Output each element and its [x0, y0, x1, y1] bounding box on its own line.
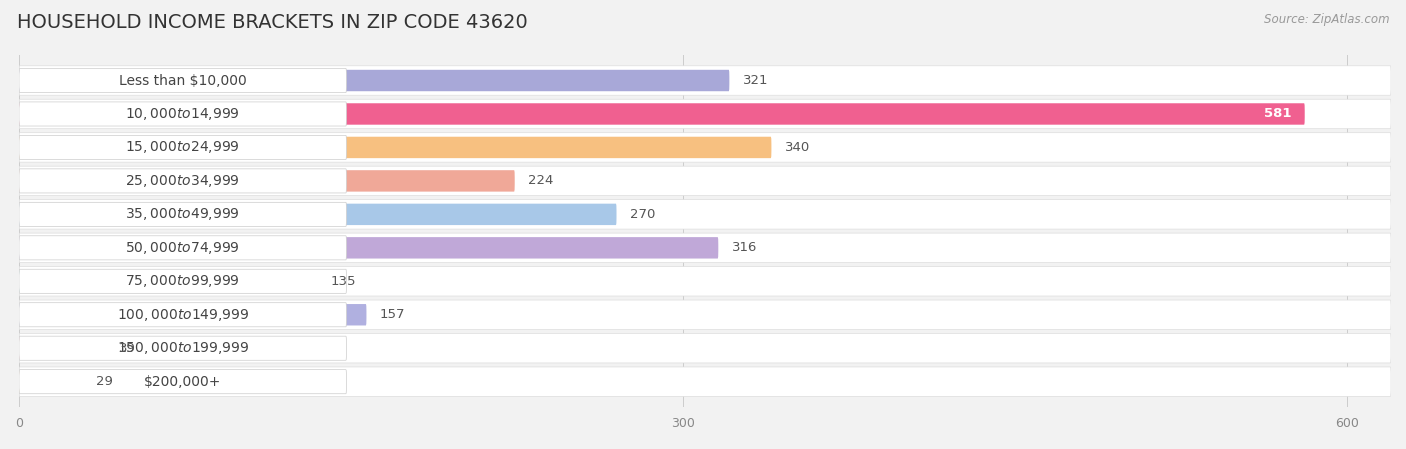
- FancyBboxPatch shape: [18, 70, 730, 91]
- FancyBboxPatch shape: [18, 99, 1391, 129]
- FancyBboxPatch shape: [18, 237, 718, 259]
- FancyBboxPatch shape: [18, 371, 83, 392]
- FancyBboxPatch shape: [18, 336, 346, 360]
- FancyBboxPatch shape: [18, 170, 515, 192]
- FancyBboxPatch shape: [18, 66, 1391, 95]
- FancyBboxPatch shape: [18, 102, 346, 126]
- Text: 39: 39: [118, 342, 135, 355]
- FancyBboxPatch shape: [18, 68, 346, 92]
- Text: $50,000 to $74,999: $50,000 to $74,999: [125, 240, 240, 256]
- FancyBboxPatch shape: [18, 304, 367, 326]
- FancyBboxPatch shape: [18, 136, 346, 159]
- FancyBboxPatch shape: [18, 334, 1391, 363]
- Text: 224: 224: [529, 174, 554, 187]
- Text: $15,000 to $24,999: $15,000 to $24,999: [125, 140, 240, 155]
- FancyBboxPatch shape: [18, 271, 318, 292]
- Text: 270: 270: [630, 208, 655, 221]
- Text: 135: 135: [330, 275, 357, 288]
- FancyBboxPatch shape: [18, 233, 1391, 263]
- FancyBboxPatch shape: [18, 370, 346, 394]
- Text: $75,000 to $99,999: $75,000 to $99,999: [125, 273, 240, 289]
- Text: $200,000+: $200,000+: [143, 374, 221, 389]
- Text: Less than $10,000: Less than $10,000: [120, 74, 246, 88]
- FancyBboxPatch shape: [18, 267, 1391, 296]
- FancyBboxPatch shape: [18, 338, 105, 359]
- Text: 29: 29: [97, 375, 114, 388]
- Text: Source: ZipAtlas.com: Source: ZipAtlas.com: [1264, 13, 1389, 26]
- Text: 321: 321: [742, 74, 768, 87]
- Text: HOUSEHOLD INCOME BRACKETS IN ZIP CODE 43620: HOUSEHOLD INCOME BRACKETS IN ZIP CODE 43…: [17, 13, 527, 32]
- Text: $150,000 to $199,999: $150,000 to $199,999: [117, 340, 249, 356]
- FancyBboxPatch shape: [18, 204, 616, 225]
- Text: 316: 316: [731, 241, 756, 254]
- FancyBboxPatch shape: [18, 202, 346, 226]
- Text: $25,000 to $34,999: $25,000 to $34,999: [125, 173, 240, 189]
- FancyBboxPatch shape: [18, 137, 772, 158]
- Text: 157: 157: [380, 308, 405, 321]
- FancyBboxPatch shape: [18, 103, 1305, 125]
- FancyBboxPatch shape: [18, 133, 1391, 162]
- FancyBboxPatch shape: [18, 236, 346, 260]
- FancyBboxPatch shape: [18, 169, 346, 193]
- FancyBboxPatch shape: [18, 367, 1391, 396]
- FancyBboxPatch shape: [18, 303, 346, 327]
- FancyBboxPatch shape: [18, 166, 1391, 196]
- Text: $10,000 to $14,999: $10,000 to $14,999: [125, 106, 240, 122]
- Text: 581: 581: [1264, 107, 1292, 120]
- FancyBboxPatch shape: [18, 269, 346, 293]
- FancyBboxPatch shape: [18, 200, 1391, 229]
- Text: 340: 340: [785, 141, 810, 154]
- Text: $35,000 to $49,999: $35,000 to $49,999: [125, 207, 240, 222]
- Text: $100,000 to $149,999: $100,000 to $149,999: [117, 307, 249, 323]
- FancyBboxPatch shape: [18, 300, 1391, 330]
